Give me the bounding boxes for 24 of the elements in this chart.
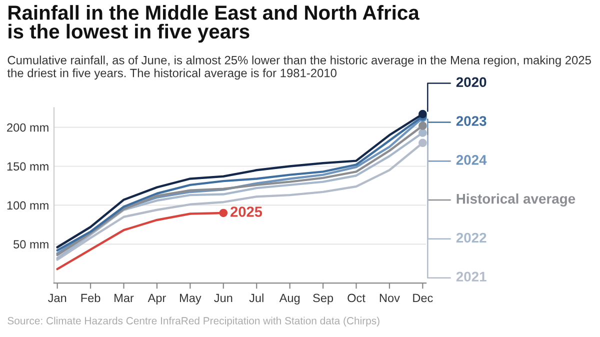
x-tick-label: Mar [114, 294, 134, 302]
x-tick-label: Jul [249, 293, 264, 302]
x-tick-label: Nov [380, 294, 400, 302]
x-tick-label: Apr [148, 294, 166, 304]
x-tick-label: Dec [413, 294, 433, 302]
chart-title: Rainfall in the Middle East and North Africa is the lowest in five years [8, 5, 420, 43]
x-tick-label: Oct [348, 294, 366, 302]
text: Historical average [456, 194, 576, 207]
x-tick-label: Jun [214, 294, 232, 302]
source-note: Source: Climate Hazards Centre InfraRed Precipitation with Station data (Chirps) [8, 316, 380, 326]
y-tick-label: 50 mm [14, 240, 48, 249]
x-tick-label: May [180, 294, 202, 304]
y-tick-label: 150 mm [7, 162, 48, 171]
y-tick-label: 100 mm [7, 201, 48, 210]
legend-label: 2023 [456, 116, 486, 126]
x-tick-label: Feb [81, 293, 100, 302]
x-tick-label: Jan [48, 294, 66, 302]
text: 2021 [456, 272, 486, 282]
x-tick-label: Aug [279, 294, 300, 304]
x-tick-label: Sep [313, 294, 334, 304]
text: 2024 [456, 155, 487, 165]
text: 2022 [456, 232, 486, 243]
series-label: 2025 [230, 206, 262, 217]
y-tick-label: 200 mm [7, 123, 48, 132]
